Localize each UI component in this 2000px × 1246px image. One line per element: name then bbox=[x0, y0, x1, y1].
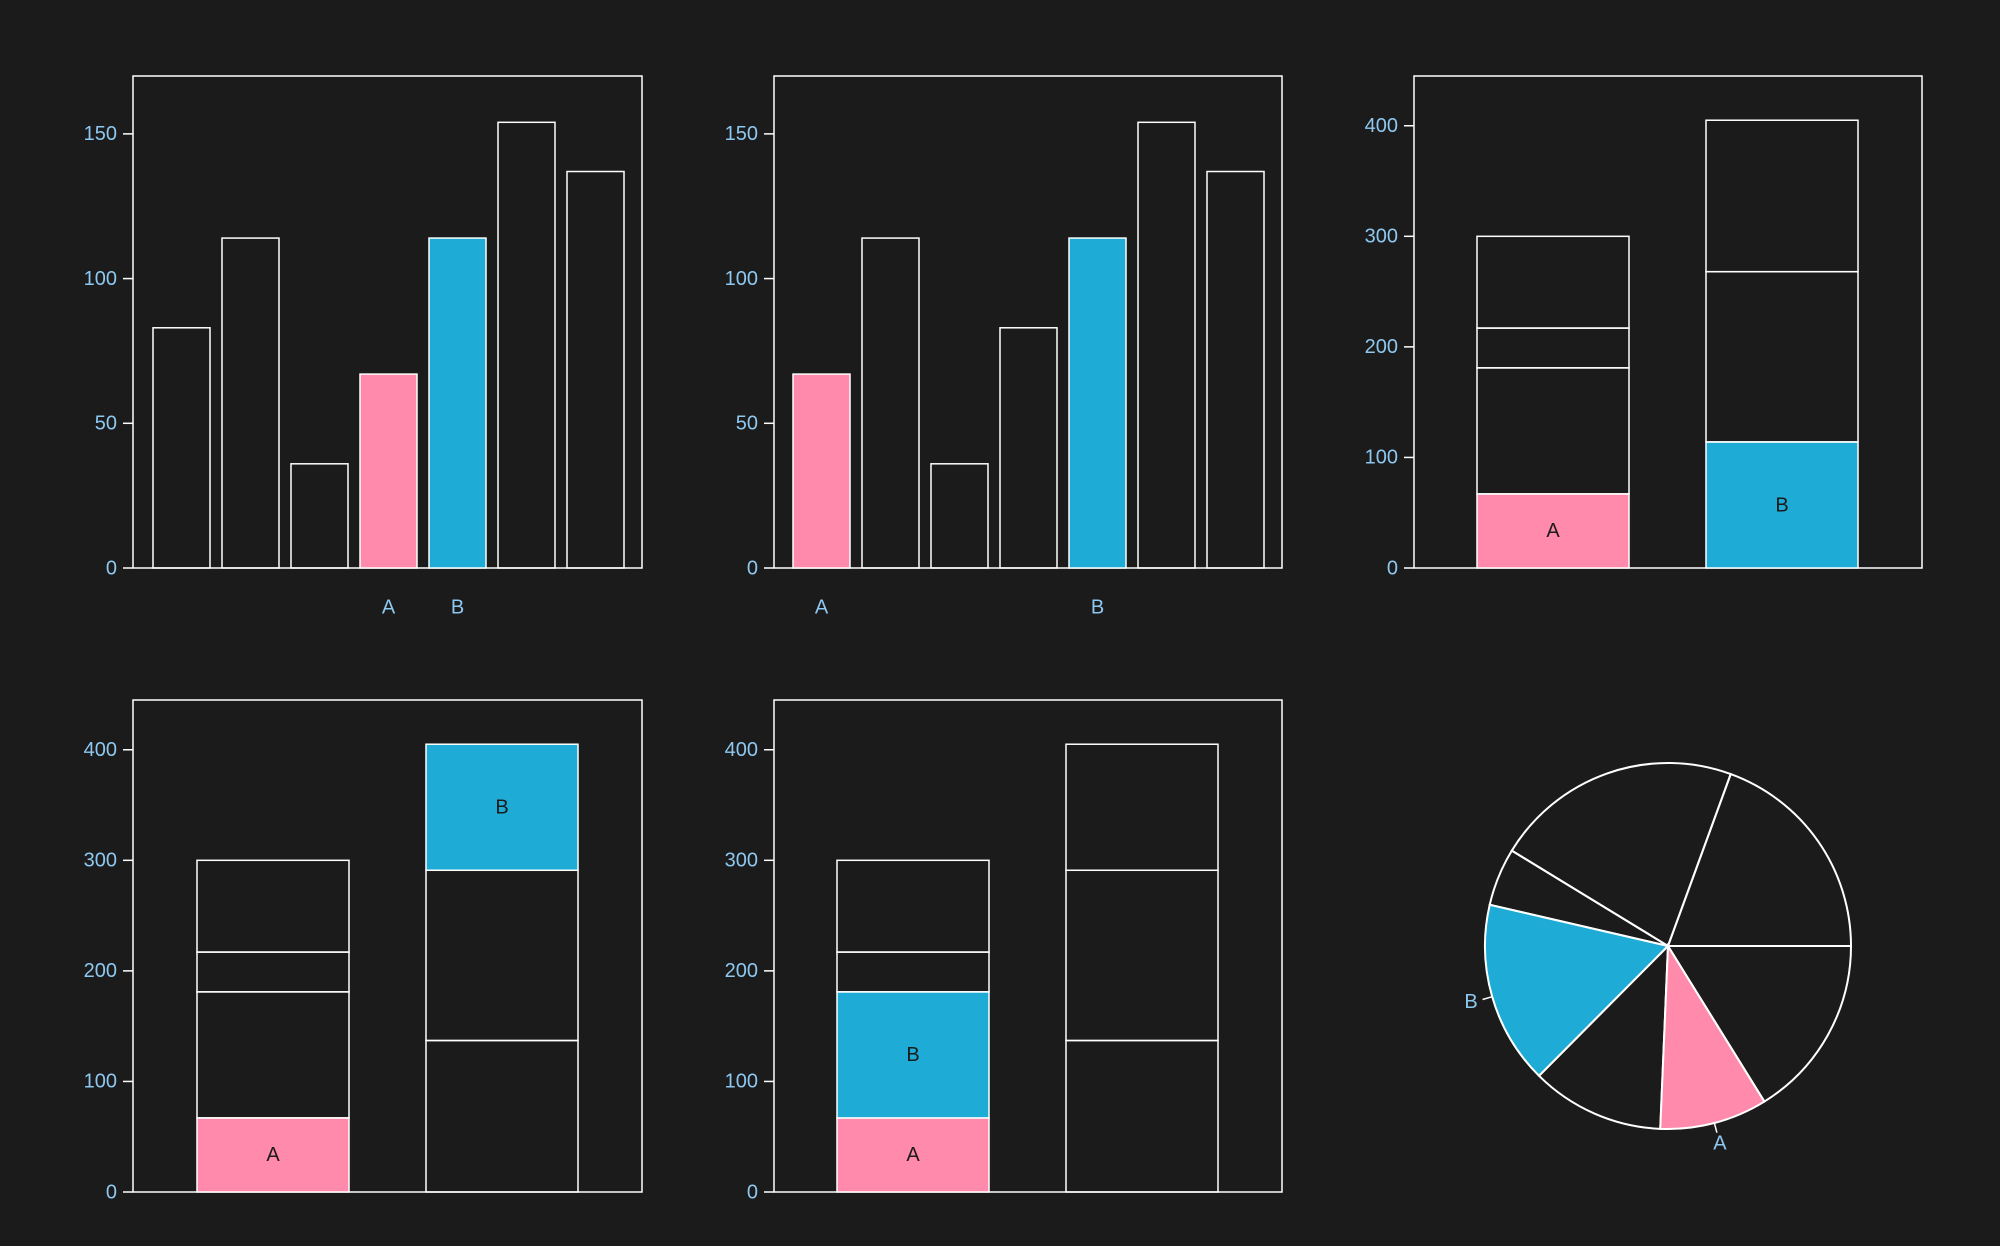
segment-label-a: A bbox=[266, 1144, 280, 1166]
y-tick-label: 400 bbox=[725, 739, 758, 761]
plot-frame bbox=[773, 699, 1283, 1193]
y-tick-label: 0 bbox=[106, 1181, 117, 1203]
y-tick-label: 0 bbox=[747, 1181, 758, 1203]
stack-segment bbox=[1705, 119, 1859, 273]
stack-segment bbox=[836, 859, 990, 953]
pie-slice-4 bbox=[1484, 903, 1670, 1078]
y-tick-label: 50 bbox=[736, 413, 758, 435]
stack-segment bbox=[425, 869, 579, 1042]
stack-segment bbox=[1065, 743, 1219, 872]
plot-frame bbox=[1413, 75, 1923, 569]
pie-slice-1 bbox=[1666, 772, 1853, 947]
stack-segment bbox=[1476, 367, 1630, 495]
y-tick-label: 50 bbox=[95, 413, 117, 435]
stack-segment bbox=[425, 743, 579, 872]
segment-label-b: B bbox=[906, 1044, 919, 1066]
x-category-label: A bbox=[815, 596, 829, 618]
bar-7 bbox=[1206, 170, 1265, 569]
y-tick-label: 200 bbox=[725, 960, 758, 982]
plot-frame bbox=[132, 699, 643, 1193]
stack-segment bbox=[425, 1039, 579, 1193]
stack-segment bbox=[836, 1117, 990, 1193]
chart-panel-1: 0 50 100 150 A B bbox=[84, 75, 643, 618]
bar-6 bbox=[1137, 121, 1196, 569]
y-tick-label: 100 bbox=[725, 268, 758, 290]
chart-panel-5: 0 100 200 300 400 A B bbox=[725, 699, 1283, 1203]
pie-label-a: A bbox=[1713, 1133, 1727, 1155]
pie-slice-5 bbox=[1537, 943, 1670, 1130]
pie-slice-7 bbox=[1666, 945, 1853, 1103]
x-category-label: A bbox=[382, 596, 396, 618]
segment-label-b: B bbox=[495, 797, 508, 819]
stack-segment bbox=[1065, 869, 1219, 1042]
y-tick-label: 400 bbox=[1365, 115, 1398, 137]
segment-label-b: B bbox=[1775, 494, 1788, 516]
chart-panel-6: BA bbox=[1464, 762, 1853, 1155]
stack-segment bbox=[836, 951, 990, 993]
chart-panel-3: 0 100 200 300 400 A B bbox=[1365, 75, 1923, 579]
stack-segment bbox=[1705, 441, 1859, 569]
pie-slice-6 bbox=[1659, 942, 1766, 1130]
y-tick-label: 150 bbox=[84, 123, 117, 145]
bar-1 bbox=[152, 327, 211, 569]
y-tick-label: 300 bbox=[725, 850, 758, 872]
y-tick-label: 300 bbox=[1365, 226, 1398, 248]
bar-7 bbox=[566, 170, 625, 569]
stack-segment bbox=[196, 1117, 350, 1193]
pie-label-tick-b bbox=[1482, 995, 1493, 1001]
stack-segment bbox=[196, 859, 350, 953]
x-category-label: B bbox=[1091, 596, 1104, 618]
segment-label-a: A bbox=[1546, 520, 1560, 542]
bar-2 bbox=[221, 237, 280, 569]
y-tick-label: 150 bbox=[725, 123, 758, 145]
pie-slice-2 bbox=[1510, 762, 1733, 948]
stack-segment bbox=[836, 991, 990, 1119]
bar-4 bbox=[359, 373, 418, 569]
pie-label-b: B bbox=[1464, 991, 1477, 1013]
y-tick-label: 100 bbox=[84, 1071, 117, 1093]
stack-segment bbox=[1476, 327, 1630, 369]
y-tick-label: 100 bbox=[1365, 447, 1398, 469]
bar-3 bbox=[290, 463, 349, 569]
pie-label-tick-a bbox=[1713, 1122, 1718, 1133]
chart-panel-4: 0 100 200 300 400 A B bbox=[84, 699, 643, 1203]
y-tick-label: 300 bbox=[84, 850, 117, 872]
stack-segment bbox=[196, 991, 350, 1119]
stack-segment bbox=[1476, 235, 1630, 329]
stack-segment bbox=[1705, 270, 1859, 443]
y-tick-label: 200 bbox=[1365, 336, 1398, 358]
y-tick-label: 0 bbox=[747, 557, 758, 579]
stack-segment bbox=[1065, 1039, 1219, 1193]
bar-6 bbox=[497, 121, 556, 569]
x-category-label: B bbox=[451, 596, 464, 618]
bar-4 bbox=[999, 327, 1058, 569]
stack-segment bbox=[196, 951, 350, 993]
bar-2 bbox=[861, 237, 920, 569]
y-tick-label: 400 bbox=[84, 739, 117, 761]
bar-5 bbox=[428, 237, 487, 569]
bar-3 bbox=[930, 463, 989, 569]
y-tick-label: 100 bbox=[84, 268, 117, 290]
chart-panel-2: 0 50 100 150 A B bbox=[725, 75, 1283, 618]
bar-5 bbox=[1068, 237, 1127, 569]
bar-1 bbox=[792, 373, 851, 569]
y-tick-label: 200 bbox=[84, 960, 117, 982]
y-tick-label: 0 bbox=[106, 557, 117, 579]
y-tick-label: 0 bbox=[1387, 557, 1398, 579]
stack-segment bbox=[1476, 493, 1630, 569]
y-tick-label: 100 bbox=[725, 1071, 758, 1093]
segment-label-a: A bbox=[906, 1144, 920, 1166]
